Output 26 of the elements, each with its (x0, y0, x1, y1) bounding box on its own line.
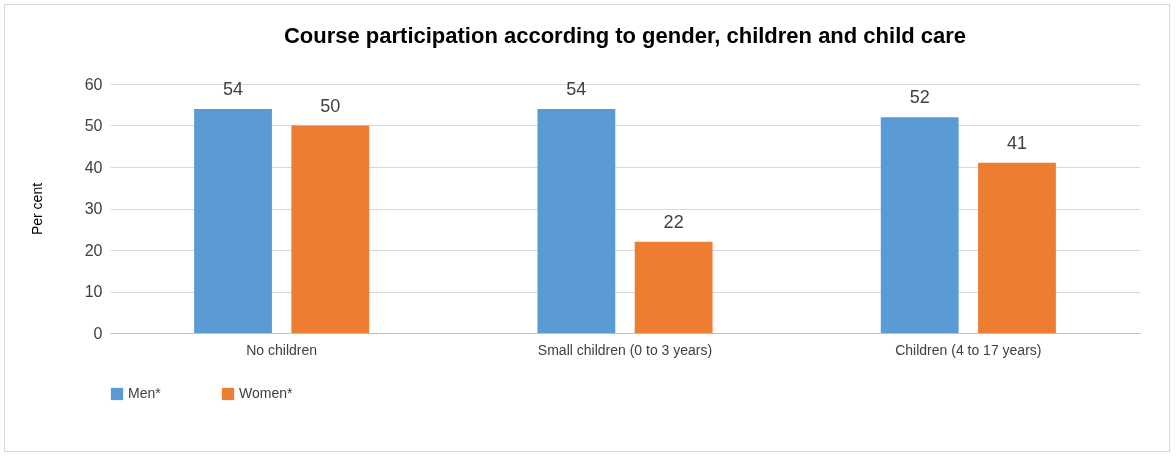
y-tick-label: 10 (84, 283, 103, 300)
y-tick-label: 60 (84, 75, 103, 93)
bar (880, 117, 959, 333)
bar (194, 108, 272, 333)
bar (537, 108, 616, 333)
legend-label: Women* (239, 385, 293, 401)
y-axis-title: Per cent (28, 182, 45, 236)
bar (634, 241, 713, 333)
x-tick-label: Children (4 to 17 years) (895, 341, 1042, 358)
y-tick-label: 40 (84, 158, 103, 176)
data-label: 52 (909, 87, 930, 108)
data-label: 50 (320, 95, 341, 116)
legend-label: Men* (128, 385, 162, 401)
data-label: 22 (663, 211, 684, 232)
y-tick-label: 30 (84, 200, 103, 217)
bar (291, 125, 370, 333)
y-tick-label: 0 (93, 324, 103, 342)
bar (978, 162, 1056, 333)
x-tick-label: Small children (0 to 3 years) (537, 341, 713, 358)
y-tick-label: 20 (84, 241, 103, 259)
data-label: 54 (566, 78, 587, 99)
x-tick-label: No children (246, 341, 318, 358)
data-label: 41 (1006, 132, 1027, 153)
data-label: 54 (223, 78, 244, 99)
chart-title: Course participation according to gender, children and child care (283, 23, 967, 48)
y-tick-label: 50 (84, 117, 103, 134)
